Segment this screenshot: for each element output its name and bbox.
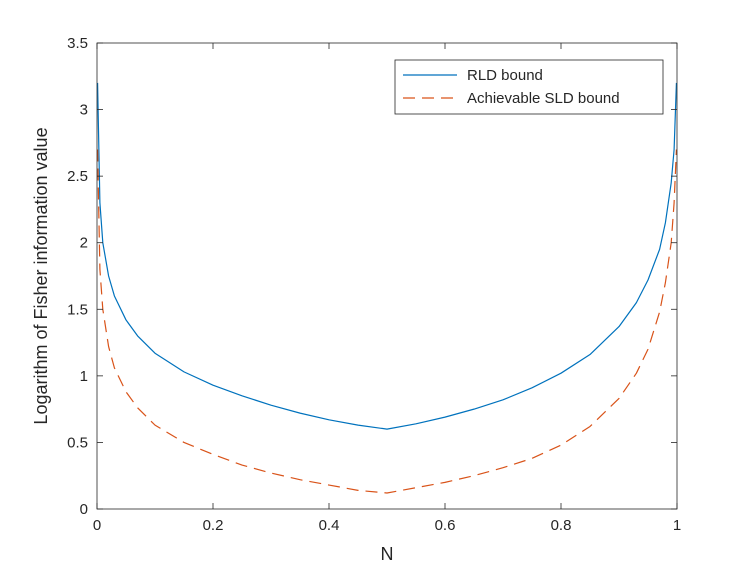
y-axis-label: Logarithm of Fisher information value xyxy=(31,127,51,424)
y-tick-label: 2.5 xyxy=(67,168,88,185)
y-tick-label: 3 xyxy=(80,102,88,119)
x-tick-label: 0 xyxy=(93,517,101,534)
legend-label: Achievable SLD bound xyxy=(467,90,620,107)
legend: RLD bound Achievable SLD bound xyxy=(394,59,664,115)
y-tick-label: 0.5 xyxy=(67,434,88,451)
series-layer xyxy=(97,82,677,494)
x-tick-label: 0.2 xyxy=(203,517,224,534)
axes-layer xyxy=(96,42,678,510)
y-tick-label: 3.5 xyxy=(67,35,88,52)
y-tick-label: 0 xyxy=(80,501,88,518)
plot-area xyxy=(97,43,677,509)
y-tick-label: 1.5 xyxy=(67,301,88,318)
x-tick-label: 1 xyxy=(673,517,681,534)
series-line-achievable-sld-bound xyxy=(97,149,677,494)
axes-frame xyxy=(96,42,678,510)
x-tick-label: 0.4 xyxy=(319,517,340,534)
y-tick-label: 2 xyxy=(80,235,88,252)
legend-box xyxy=(394,59,664,115)
ticks-layer: 0 0.2 0.4 0.6 0.8 1 0 0.5 1 1.5 2 2.5 3 3.5 xyxy=(67,35,681,534)
legend-label: RLD bound xyxy=(467,67,543,84)
series-line-rld-bound xyxy=(97,82,677,430)
x-axis-label: N xyxy=(381,544,394,564)
x-tick-label: 0.8 xyxy=(551,517,572,534)
x-tick-label: 0.6 xyxy=(435,517,456,534)
y-tick-label: 1 xyxy=(80,368,88,385)
